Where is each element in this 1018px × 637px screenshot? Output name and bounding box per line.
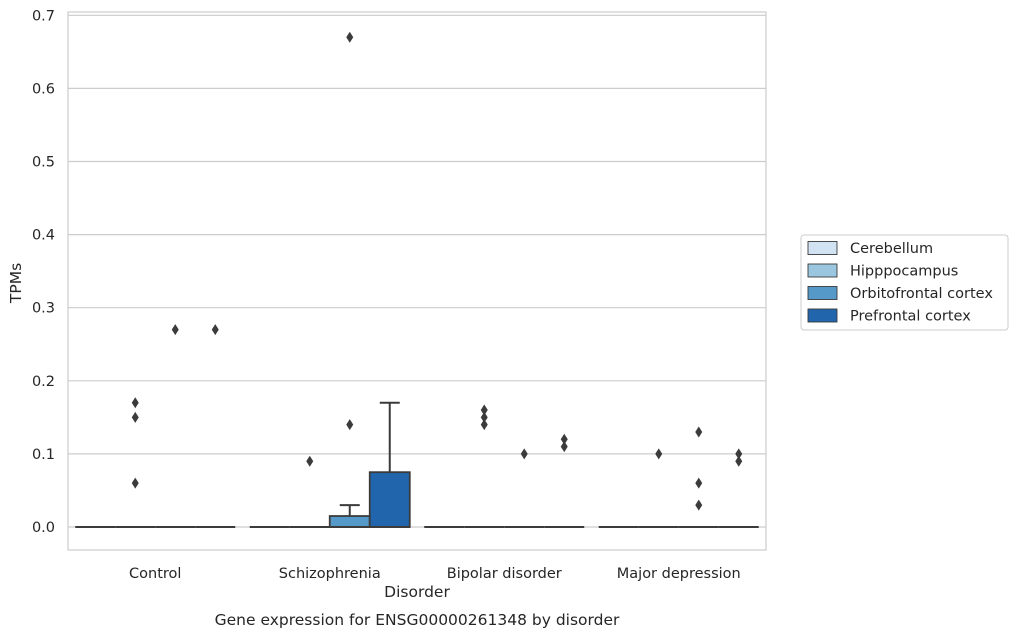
x-tick-label: Schizophrenia — [279, 566, 381, 582]
box — [328, 515, 371, 528]
box-plot — [155, 324, 196, 528]
outlier-point — [560, 441, 568, 453]
legend: Cerebellum Hipppocampus Orbitofrontal cort… — [800, 234, 1009, 331]
outlier-point — [735, 448, 743, 460]
outlier-point — [131, 411, 139, 423]
y-axis-title: TPMs — [7, 263, 25, 304]
y-tick-label: 0.0 — [32, 520, 55, 536]
box-plots — [75, 31, 759, 528]
outlier-point — [131, 477, 139, 489]
legend-swatch — [807, 263, 838, 278]
legend-label: Prefrontal cortex — [850, 309, 971, 325]
grid-lines — [68, 14, 766, 528]
outlier-point — [695, 499, 703, 511]
outlier-point — [346, 31, 354, 43]
box-plot — [544, 433, 585, 528]
axis-ticks: 0.0 0.1 0.2 0.3 0.4 0.5 0.6 0.7 Control Schizophr… — [32, 8, 741, 582]
box-plot — [504, 448, 545, 528]
box-plot — [289, 455, 330, 528]
box-plot — [195, 324, 236, 528]
legend-label: Hipppocampus — [850, 264, 958, 280]
outlier-point — [695, 426, 703, 438]
y-tick-label: 0.5 — [32, 155, 55, 171]
box-plot — [638, 448, 679, 528]
y-tick-label: 0.1 — [32, 447, 55, 463]
legend-swatch — [807, 241, 838, 255]
box-plot — [464, 404, 505, 528]
box-plot — [678, 426, 719, 528]
y-tick-label: 0.6 — [32, 81, 55, 97]
outlier-point — [655, 448, 663, 460]
legend-swatch — [807, 308, 838, 323]
x-axis-title: Disorder — [384, 583, 450, 601]
y-tick-label: 0.7 — [32, 8, 55, 24]
box — [368, 471, 411, 528]
outlier-point — [480, 404, 488, 416]
outlier-point — [346, 419, 354, 431]
y-tick-label: 0.2 — [32, 374, 55, 390]
outlier-point — [695, 477, 703, 489]
plot-frame — [67, 11, 767, 551]
y-tick-label: 0.3 — [32, 301, 55, 317]
outlier-point — [171, 324, 179, 336]
outlier-point — [306, 455, 314, 467]
outlier-point — [131, 397, 139, 409]
box-plot — [328, 31, 371, 528]
outlier-point — [520, 448, 528, 460]
outlier-point — [560, 433, 568, 445]
legend-swatch — [807, 286, 838, 300]
legend-label: Cerebellum — [850, 241, 933, 257]
box-plot — [115, 397, 156, 528]
box-plot — [368, 401, 411, 528]
x-tick-label: Bipolar disorder — [447, 566, 562, 582]
x-tick-label: Control — [129, 566, 181, 582]
legend-frame — [800, 234, 1009, 331]
x-tick-label: Major depression — [617, 566, 741, 582]
y-tick-label: 0.4 — [32, 228, 55, 244]
outlier-point — [480, 419, 488, 431]
outlier-point — [480, 411, 488, 423]
box-plot — [718, 448, 759, 528]
outlier-point — [211, 324, 219, 336]
chart-caption: Gene expression for ENSG00000261348 by d… — [215, 611, 620, 629]
legend-label: Orbitofrontal cortex — [850, 286, 993, 302]
outlier-point — [735, 455, 743, 467]
